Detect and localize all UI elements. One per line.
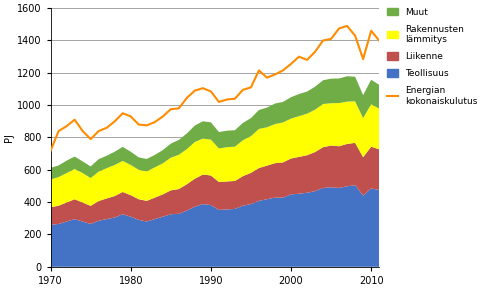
Y-axis label: PJ: PJ (4, 133, 14, 142)
Legend: Muut, Rakennusten
lämmitys, Liikenne, Teollisuus, Energian
kokonaiskulutus: Muut, Rakennusten lämmitys, Liikenne, Te… (387, 8, 477, 106)
